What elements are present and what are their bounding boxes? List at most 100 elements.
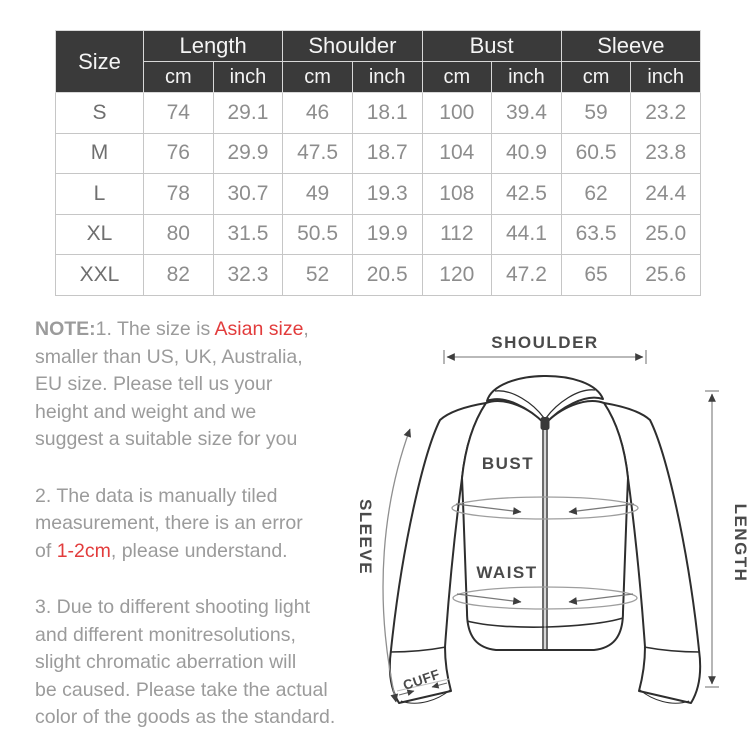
bust-ellipse <box>451 496 639 520</box>
note-line: 3. Due to different shooting light <box>35 594 335 622</box>
size-chart-table: Size Length Shoulder Bust Sleeve cm inch c… <box>55 30 702 296</box>
note-text: smaller than US, UK, Australia, <box>35 345 303 368</box>
size-cell: XXL <box>55 254 144 296</box>
size-chart-body: S 74 29.1 46 18.1 100 39.4 59 23.2 M 76 29.9 47.5 18.… <box>55 92 701 296</box>
note-line: of 1-2cm, please understand. <box>35 538 335 566</box>
measurement-cell: 29.9 <box>212 132 284 174</box>
note-paragraph: 2. The data is manually tiled measurement… <box>35 483 335 566</box>
measurement-cell: 18.1 <box>351 92 423 134</box>
note-line: slight chromatic aberration will <box>35 649 335 677</box>
size-cell: M <box>55 132 144 174</box>
measurement-cell: 47.2 <box>491 254 562 296</box>
measurement-cell: 104 <box>421 132 493 174</box>
note-line: height and weight and we <box>35 399 335 427</box>
col-header-shoulder: Shoulder <box>282 30 423 62</box>
table-row: L 78 30.7 49 19.3 108 42.5 62 24.4 <box>55 173 701 215</box>
col-header-sleeve: Sleeve <box>560 30 702 62</box>
measurement-cell: 112 <box>421 213 493 255</box>
note-line: and different monitresolutions, <box>35 622 335 650</box>
measurement-cell: 30.7 <box>212 173 284 215</box>
measurement-cell: 23.8 <box>630 132 701 174</box>
measurement-cell: 46 <box>282 92 353 134</box>
unit-header: inch <box>351 61 423 93</box>
measurement-cell: 24.4 <box>630 173 701 215</box>
zipper-pull <box>540 417 550 430</box>
measurement-cell: 19.3 <box>351 173 423 215</box>
measurement-cell: 100 <box>421 92 493 134</box>
note-text: NOTE: <box>35 318 96 340</box>
note-line: NOTE:1. The size is Asian size, <box>35 316 335 344</box>
measurement-cell: 42.5 <box>491 173 562 215</box>
measurement-cell: 18.7 <box>351 132 423 174</box>
note-text: , <box>303 318 309 340</box>
note-text: 2. The data is manually tiled <box>35 484 278 507</box>
note-text: 3. Due to different shooting light <box>35 596 310 618</box>
waist-arrow-right <box>568 593 634 605</box>
note-line: suggest a suitable size for you <box>35 426 335 454</box>
measurement-cell: 74 <box>143 92 214 134</box>
measurement-cell: 47.5 <box>282 132 353 174</box>
cuff-diagonal <box>396 678 450 692</box>
collar <box>486 375 604 425</box>
unit-header: cm <box>143 61 214 93</box>
measurement-cell: 44.1 <box>491 213 562 255</box>
note-text: color of the goods as the standard. <box>35 706 336 728</box>
unit-header: inch <box>630 61 701 93</box>
bust-arrow-right <box>568 503 635 515</box>
waist-label: WAIST <box>476 563 537 582</box>
measurement-cell: 62 <box>560 173 632 215</box>
size-cell: L <box>55 173 144 215</box>
cuff-arrow-left <box>398 689 415 696</box>
unit-header: cm <box>560 61 632 93</box>
measurement-cell: 20.5 <box>351 254 423 296</box>
measurement-cell: 63.5 <box>560 213 632 255</box>
table-row: XXL 82 32.3 52 20.5 120 47.2 65 25.6 <box>55 254 701 296</box>
notes: NOTE:1. The size is Asian size, smaller t… <box>35 316 335 732</box>
collar-inner-left <box>494 390 545 419</box>
waist-arrow-left <box>456 593 522 605</box>
note-text: suggest a suitable size for you <box>35 428 298 450</box>
measurement-cell: 29.1 <box>212 92 284 134</box>
bust-label: BUST <box>482 454 534 473</box>
sleeve-arrow <box>382 428 411 703</box>
note-paragraph: 3. Due to different shooting light and di… <box>35 594 335 732</box>
note-line: smaller than US, UK, Australia, <box>35 344 335 372</box>
note-line: 2. The data is manually tiled <box>35 483 335 511</box>
diagram-labels: SHOULDER BUST WAIST SLEEVE LENGTH CUFF <box>356 333 750 693</box>
note-line: measurement, there is an error <box>35 510 335 538</box>
measurement-cell: 78 <box>143 173 214 215</box>
note-line: EU size. Please tell us your <box>35 371 335 399</box>
measurement-cell: 82 <box>143 254 214 296</box>
table-row: S 74 29.1 46 18.1 100 39.4 59 23.2 <box>55 92 701 134</box>
unit-header: inch <box>491 61 562 93</box>
note-text: , please understand. <box>110 539 288 562</box>
note-text: and different monitresolutions, <box>35 623 296 646</box>
zipper <box>540 417 550 649</box>
table-row: M 76 29.9 47.5 18.7 104 40.9 60.5 23.8 <box>55 132 701 174</box>
unit-header: cm <box>421 61 493 93</box>
col-header-bust: Bust <box>421 30 562 62</box>
note-text: be caused. Please take the actual <box>35 678 328 701</box>
table-row: XL 80 31.5 50.5 19.9 112 44.1 63.5 25.0 <box>55 213 701 255</box>
measurement-cell: 50.5 <box>282 213 353 255</box>
measurement-cell: 40.9 <box>491 132 562 174</box>
measurement-cell: 39.4 <box>491 92 562 134</box>
cuff-arrow-right <box>431 682 448 689</box>
note-text: height and weight and we <box>35 400 257 423</box>
measurement-cell: 32.3 <box>212 254 284 296</box>
measurement-cell: 49 <box>282 173 353 215</box>
jacket-measurement-diagram: SHOULDER BUST WAIST SLEEVE LENGTH CUFF <box>356 333 750 704</box>
measurement-cell: 25.0 <box>630 213 701 255</box>
note-highlight: 1-2cm <box>56 539 111 562</box>
note-text: slight chromatic aberration will <box>35 651 297 673</box>
sleeve-label: SLEEVE <box>356 499 375 575</box>
bust-arrow-left <box>455 503 522 515</box>
measurement-cell: 25.6 <box>630 254 701 296</box>
size-cell: S <box>55 92 144 134</box>
measurement-cell: 19.9 <box>351 213 423 255</box>
note-line: be caused. Please take the actual <box>35 677 335 705</box>
measurement-cell: 120 <box>421 254 493 296</box>
size-cell: XL <box>55 213 144 255</box>
note-highlight: Asian size <box>214 318 304 340</box>
right-cuff-line <box>643 646 701 653</box>
